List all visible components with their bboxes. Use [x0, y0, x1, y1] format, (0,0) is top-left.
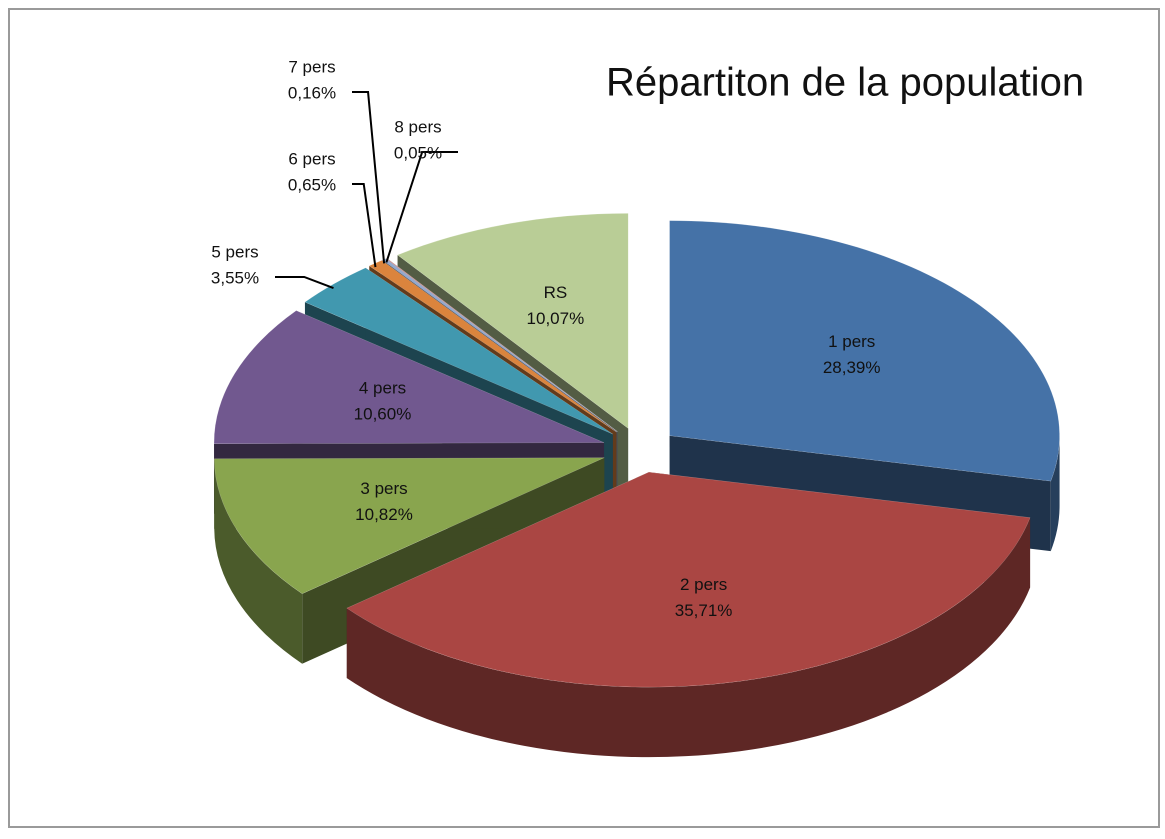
chart-title: Répartiton de la population — [606, 61, 1084, 105]
data-label: 10,07% — [527, 309, 585, 328]
data-label: 10,82% — [355, 505, 413, 524]
data-label-category: 4 pers — [359, 379, 406, 398]
data-label: 35,71% — [675, 601, 733, 620]
data-label-category: 6 pers — [288, 149, 335, 168]
data-label: 3,55% — [211, 268, 259, 287]
data-label: 28,39% — [823, 358, 881, 377]
data-label-category: 3 pers — [360, 479, 407, 498]
data-label-category: 2 pers — [680, 575, 727, 594]
data-label-category: 8 pers — [394, 117, 441, 136]
data-label-category: 5 pers — [211, 242, 258, 261]
data-label: 10,60% — [354, 405, 412, 424]
data-label-category: 7 pers — [288, 57, 335, 76]
data-label: 0,05% — [394, 143, 442, 162]
data-label-category: 1 pers — [828, 332, 875, 351]
data-label: 0,16% — [288, 83, 336, 102]
data-label-category: RS — [544, 283, 568, 302]
data-label: 0,65% — [288, 175, 336, 194]
